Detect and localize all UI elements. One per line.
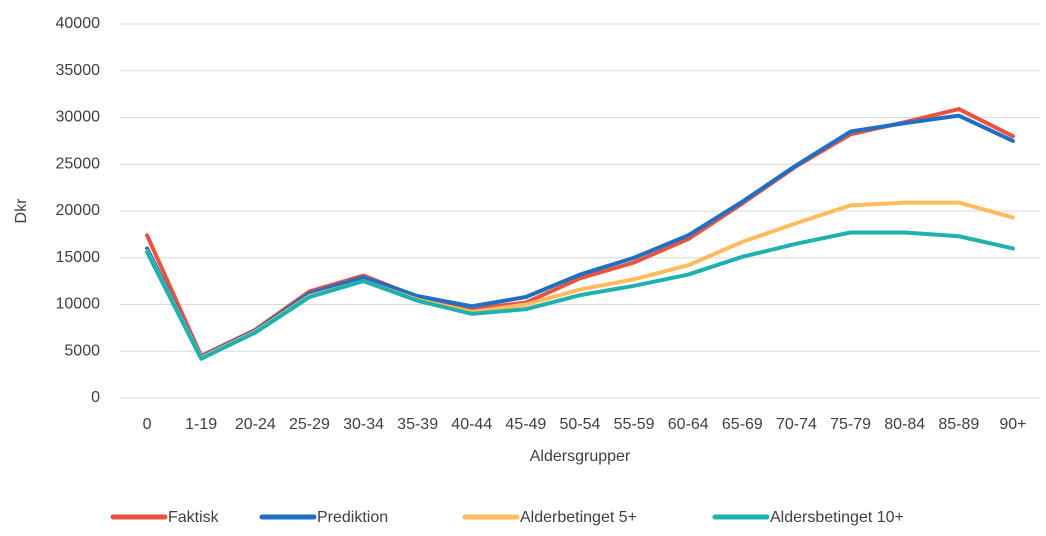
x-tick-label: 55-59 <box>614 416 655 433</box>
x-tick-label: 0 <box>143 416 152 433</box>
x-tick-label: 65-69 <box>722 416 763 433</box>
x-tick-label: 75-79 <box>830 416 871 433</box>
y-tick-label: 40000 <box>56 15 101 32</box>
y-tick-label: 35000 <box>56 62 101 79</box>
legend-label: Faktisk <box>168 509 220 526</box>
x-tick-label: 85-89 <box>938 416 979 433</box>
y-axis-label: Dkr <box>13 198 30 224</box>
x-tick-label: 60-64 <box>668 416 709 433</box>
x-tick-label: 40-44 <box>451 416 492 433</box>
legend-label: Prediktion <box>317 509 388 526</box>
y-tick-label: 0 <box>91 389 100 406</box>
legend-label: Aldersbetinget 10+ <box>770 509 904 526</box>
y-tick-label: 15000 <box>56 249 101 266</box>
x-tick-label: 1-19 <box>185 416 217 433</box>
x-tick-label: 30-34 <box>343 416 384 433</box>
y-tick-label: 20000 <box>56 202 101 219</box>
x-tick-label: 25-29 <box>289 416 330 433</box>
legend-label: Alderbetinget 5+ <box>520 509 637 526</box>
x-tick-label: 20-24 <box>235 416 276 433</box>
y-tick-label: 10000 <box>56 296 101 313</box>
x-tick-label: 70-74 <box>776 416 817 433</box>
y-tick-label: 25000 <box>56 155 101 172</box>
y-tick-label: 5000 <box>64 342 100 359</box>
series-line <box>145 230 1015 361</box>
x-tick-label: 90+ <box>999 416 1026 433</box>
x-tick-label: 35-39 <box>397 416 438 433</box>
x-axis-label: Aldersgrupper <box>530 448 631 465</box>
x-tick-label: 80-84 <box>884 416 925 433</box>
x-tick-label: 45-49 <box>505 416 546 433</box>
x-tick-label: 50-54 <box>560 416 601 433</box>
y-tick-label: 30000 <box>56 109 101 126</box>
